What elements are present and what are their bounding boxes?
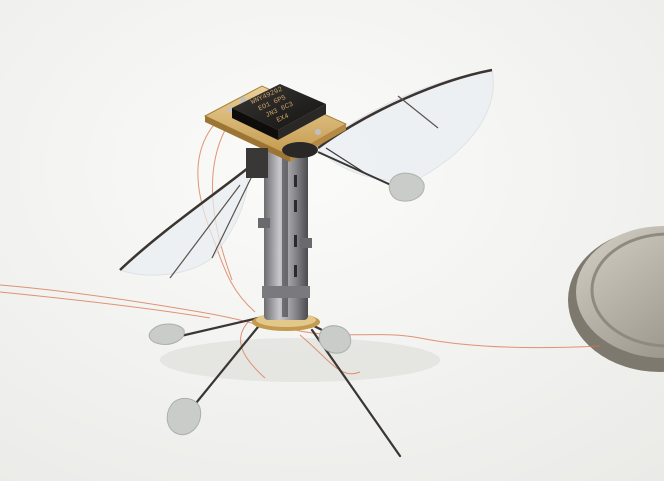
right-wing-tether (317, 147, 425, 202)
body-stem (258, 150, 312, 320)
left-wing (119, 167, 253, 279)
foot-pads (148, 323, 352, 436)
wing-hinge (246, 142, 318, 178)
chip-markings: WNY49292 EO1 6P5 JN3 6C3 EX4 (250, 86, 295, 125)
coin (568, 226, 664, 372)
robot-shadow (160, 338, 440, 382)
microchip (232, 84, 326, 140)
